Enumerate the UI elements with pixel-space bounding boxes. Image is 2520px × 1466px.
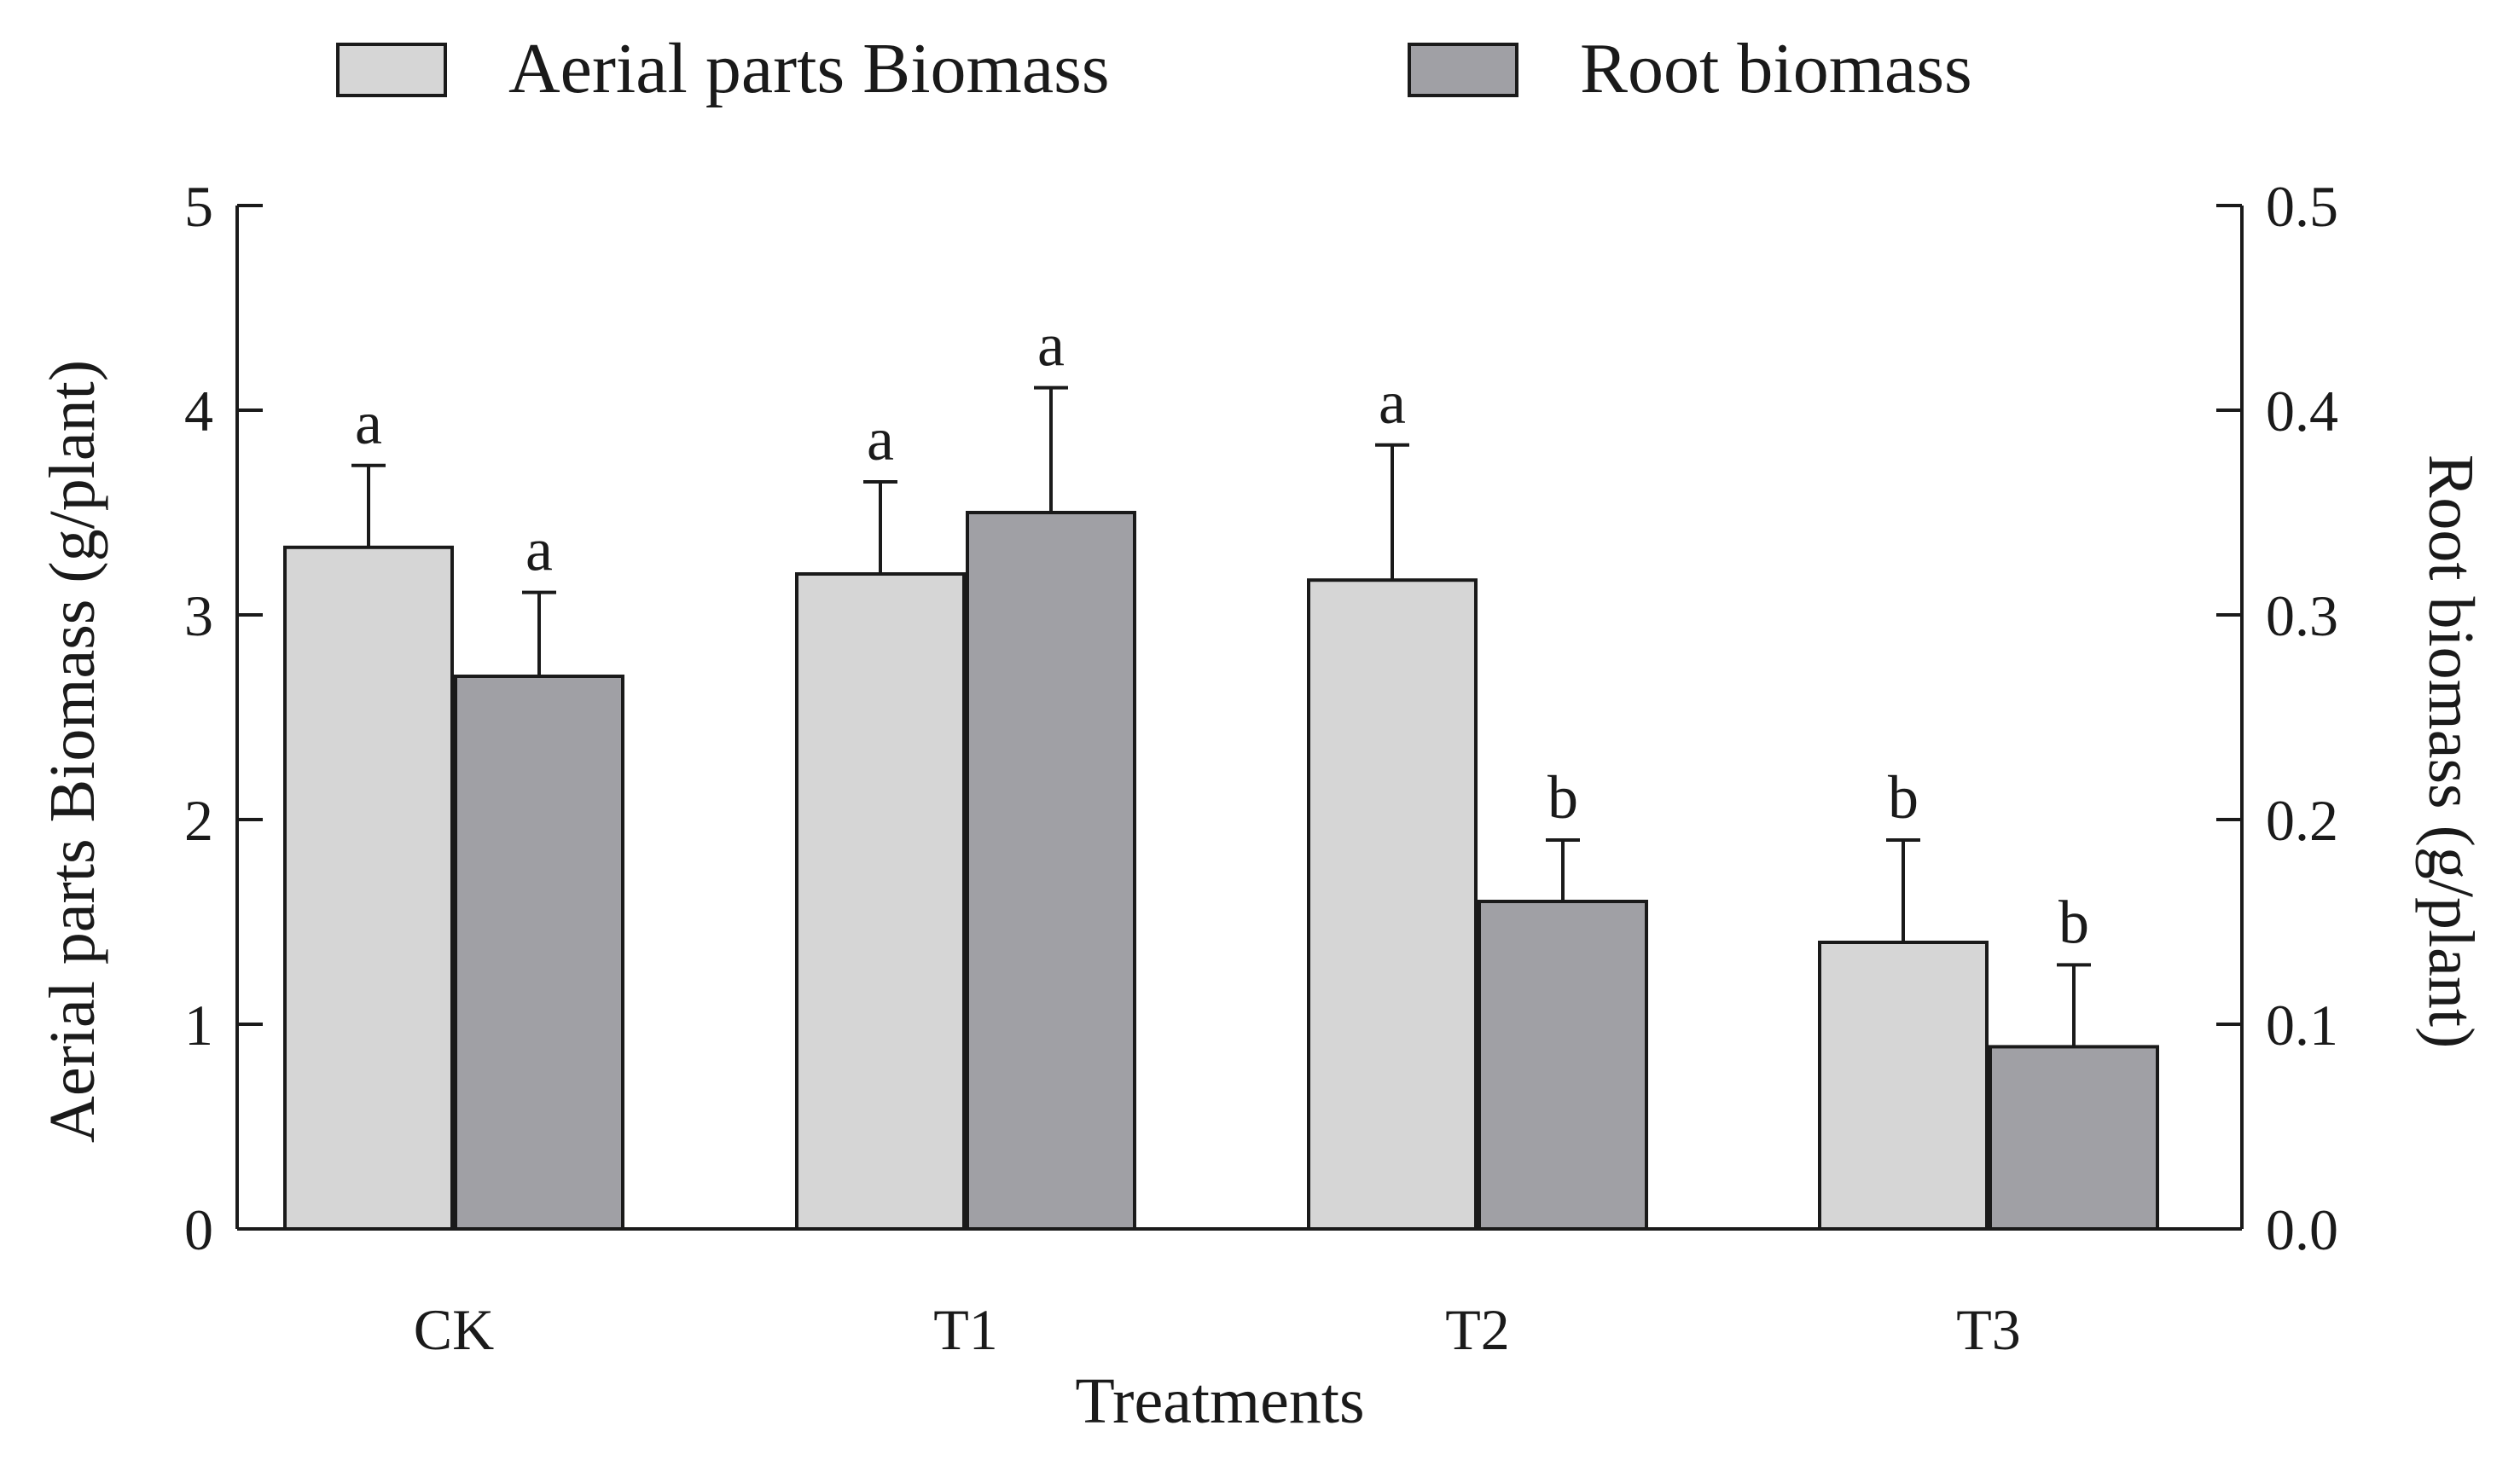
x-axis-title: Treatments [1075,1365,1364,1437]
bar-ck-aerial [283,545,454,1231]
bar-t2-aerial [1307,578,1478,1231]
error-bars-layer [351,385,2091,1047]
significance-label: a [867,405,894,473]
bar-t3-aerial [1818,941,1989,1231]
bar-t1-aerial [795,572,966,1231]
y-left-tick-label: 3 [184,583,213,648]
y-axis-left-title: Aerial parts Biomass (g/plant) [37,360,108,1143]
significance-label: b [1888,763,1919,832]
legend-swatch-root [1408,43,1518,97]
y-left-tick-label: 1 [184,993,213,1057]
y-axis-right-title: Root biomass (g/plant) [2415,455,2487,1049]
bar-t2-root [1478,900,1648,1231]
y-left-tick-label: 5 [184,174,213,239]
legend: Aerial parts Biomass Root biomass [336,29,1972,108]
y-right-tick-label: 0.3 [2266,583,2338,648]
y-right-tick-label: 0.2 [2266,788,2338,853]
x-tick-label: CK [414,1297,494,1362]
y-left-tick-label: 0 [184,1197,213,1262]
significance-label: a [1379,368,1406,437]
bar-ck-root [454,675,624,1231]
bar-t3-root [1989,1045,2159,1231]
significance-label: a [1037,311,1065,380]
y-left-tick-label: 4 [184,379,213,443]
legend-label-aerial: Aerial parts Biomass [508,29,1110,108]
y-right-tick-label: 0.0 [2266,1197,2338,1262]
x-tick-label: T2 [1445,1297,1510,1362]
y-right-tick-label: 0.1 [2266,993,2338,1057]
x-tick-label: T1 [933,1297,998,1362]
significance-labels-layer: a a a a a b b b [355,311,2089,957]
significance-label: b [1547,763,1578,832]
y-right-tick-label: 0.5 [2266,174,2338,239]
significance-label: b [2058,888,2089,956]
x-tick-label: T3 [1956,1297,2021,1362]
bar-t1-root [966,511,1136,1231]
significance-label: a [355,389,382,457]
legend-label-root: Root biomass [1580,29,1972,108]
significance-label: a [525,516,553,584]
bars-layer [283,511,2159,1231]
y-left-tick-label: 2 [184,788,213,853]
axes-layer: CK T1 T2 T3 0 1 2 3 4 5 0.0 0.1 0.2 0.3 0.4 0.5 [184,174,2338,1362]
y-right-tick-label: 0.4 [2266,379,2338,443]
legend-swatch-aerial [336,43,447,97]
